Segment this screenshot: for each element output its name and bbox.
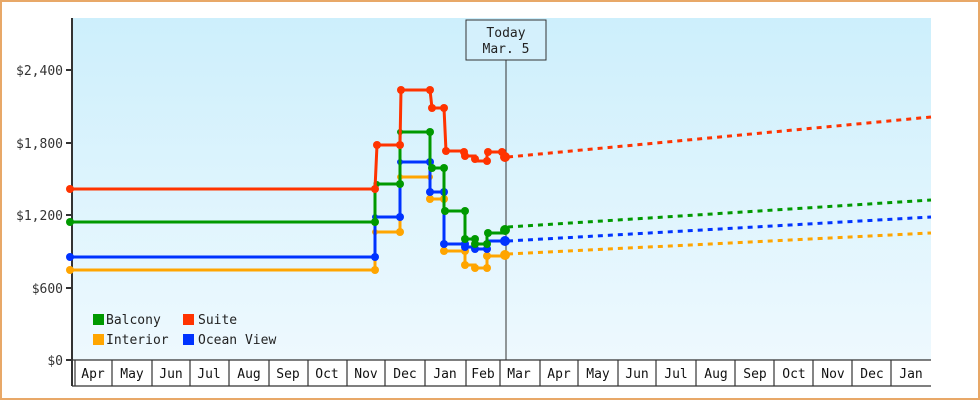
svg-text:Sep: Sep — [276, 367, 300, 382]
forecast-lines — [507, 115, 932, 256]
y-ticks: $2,400 $1,800 $1,200 $600 $0 — [16, 64, 72, 369]
svg-text:Nov: Nov — [354, 367, 378, 382]
svg-text:Feb: Feb — [471, 367, 495, 382]
y-tick-label: $1,200 — [16, 209, 63, 224]
svg-text:Oct: Oct — [315, 367, 338, 382]
balcony-series — [66, 128, 510, 248]
svg-text:Jul: Jul — [664, 367, 687, 382]
ocean-view-forecast-line — [507, 215, 932, 243]
legend: Balcony Suite Interior Ocean View — [93, 313, 276, 348]
svg-text:Aug: Aug — [704, 367, 727, 382]
svg-text:Aug: Aug — [237, 367, 260, 382]
svg-text:Suite: Suite — [198, 313, 237, 328]
today-date: Mar. 5 — [483, 42, 530, 57]
svg-text:Apr: Apr — [81, 367, 105, 382]
interior-forecast-line — [507, 231, 932, 256]
svg-text:Apr: Apr — [547, 367, 571, 382]
interior-swatch-icon — [93, 334, 104, 345]
today-label: Today — [486, 26, 525, 41]
svg-text:Interior: Interior — [106, 333, 169, 348]
balcony-swatch-icon — [93, 314, 104, 325]
svg-text:May: May — [120, 367, 144, 382]
svg-text:Mar: Mar — [507, 367, 531, 382]
suite-forecast-line — [507, 115, 932, 159]
y-tick-label: $600 — [32, 282, 63, 297]
y-tick-label: $2,400 — [16, 64, 63, 79]
today-marker-box — [465, 19, 547, 61]
svg-text:May: May — [586, 367, 610, 382]
svg-text:Balcony: Balcony — [106, 313, 161, 328]
svg-text:Dec: Dec — [393, 367, 416, 382]
legend-item-interior[interactable]: Interior — [93, 333, 169, 348]
svg-text:Nov: Nov — [821, 367, 845, 382]
svg-text:Jun: Jun — [625, 367, 648, 382]
x-axis — [72, 359, 931, 387]
svg-text:Jan: Jan — [899, 367, 922, 382]
legend-item-balcony[interactable]: Balcony — [93, 313, 161, 328]
y-tick-label: $1,800 — [16, 137, 63, 152]
svg-text:Sep: Sep — [743, 367, 767, 382]
legend-item-ocean-view[interactable]: Ocean View — [183, 333, 276, 348]
x-tick-labels: Apr May Jun Jul Aug Sep Oct Nov Dec Jan … — [81, 367, 922, 382]
svg-text:Ocean View: Ocean View — [198, 333, 276, 348]
ocean-view-swatch-icon — [183, 334, 194, 345]
svg-text:Dec: Dec — [860, 367, 883, 382]
svg-text:Jan: Jan — [433, 367, 456, 382]
balcony-forecast-line — [507, 198, 932, 229]
svg-text:Jun: Jun — [159, 367, 182, 382]
svg-text:Oct: Oct — [782, 367, 805, 382]
legend-item-suite[interactable]: Suite — [183, 313, 237, 328]
suite-swatch-icon — [183, 314, 194, 325]
suite-series — [66, 86, 510, 193]
svg-text:Jul: Jul — [197, 367, 220, 382]
y-tick-label: $0 — [47, 354, 63, 369]
interior-series — [66, 174, 510, 274]
